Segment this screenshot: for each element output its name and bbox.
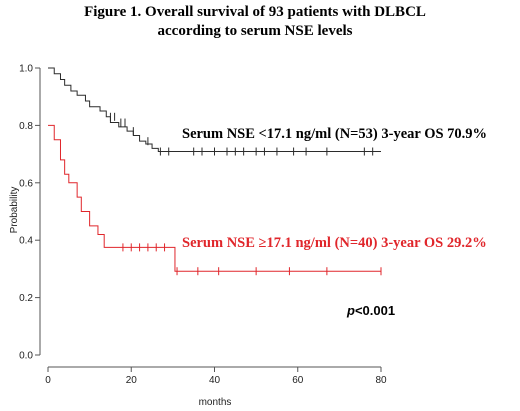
y-tick-label: 0.0 bbox=[19, 351, 33, 362]
survival-curve-0 bbox=[48, 67, 381, 153]
x-axis-label: months bbox=[199, 397, 232, 408]
x-tick-label: 80 bbox=[375, 375, 387, 386]
y-tick-label: 0.2 bbox=[19, 293, 33, 304]
series-1 bbox=[48, 124, 382, 276]
x-tick-label: 20 bbox=[126, 375, 138, 386]
p-value-suffix: <0.001 bbox=[355, 303, 395, 318]
series-annotation-low-nse: Serum NSE <17.1 ng/ml (N=53) 3-year OS 7… bbox=[182, 126, 487, 142]
series-layer bbox=[48, 67, 382, 276]
y-axis-label: Probability bbox=[9, 187, 20, 234]
x-tick-label: 40 bbox=[209, 375, 221, 386]
y-tick-label: 0.6 bbox=[19, 178, 33, 189]
chart-title-line-1: Figure 1. Overall survival of 93 patient… bbox=[84, 4, 426, 20]
x-tick-label: 0 bbox=[45, 375, 51, 386]
x-tick-label: 60 bbox=[292, 375, 304, 386]
y-tick-label: 0.8 bbox=[19, 121, 33, 132]
p-value-prefix: p bbox=[346, 303, 355, 318]
y-tick-label: 1.0 bbox=[19, 64, 33, 75]
survival-curve-1 bbox=[48, 124, 381, 272]
series-annotation-high-nse: Serum NSE ≥17.1 ng/ml (N=40) 3-year OS 2… bbox=[182, 235, 487, 251]
axes: 0 20 40 60 80 0.0 0.2 0.4 0.6 0.8 1.0 bbox=[19, 64, 387, 387]
y-tick-label: 0.4 bbox=[19, 236, 33, 247]
chart-title-line-2: according to serum NSE levels bbox=[158, 23, 353, 39]
p-value-label: p<0.001 bbox=[346, 303, 395, 318]
series-0 bbox=[48, 67, 381, 156]
